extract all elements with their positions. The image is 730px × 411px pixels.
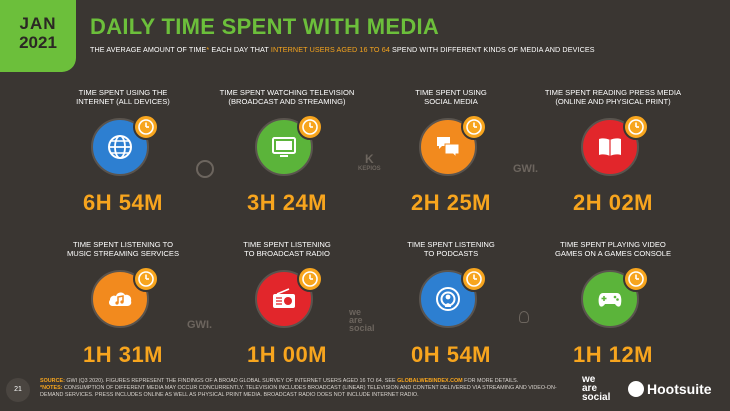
subtitle-part2: EACH DAY THAT [209,45,271,54]
card-label-line2: (BROADCAST AND STREAMING) [228,97,346,106]
badge-year: 2021 [19,33,57,52]
badge-month: JAN [19,14,57,33]
music-cloud-icon [91,270,149,328]
card-label: TIME SPENT LISTENING TO MUSIC STREAMING S… [38,240,208,260]
page-number: 21 [6,378,30,402]
source-label: SOURCE: [40,378,65,384]
card-value: 6H 54M [82,190,164,215]
hootsuite-text: Hootsuite [647,381,712,397]
card-label-line1: TIME SPENT PLAYING VIDEO [560,240,666,249]
card-internet: TIME SPENT USING THE INTERNET (ALL DEVICE… [38,88,208,216]
logo-we: we [582,374,596,385]
card-label-line2: (ONLINE AND PHYSICAL PRINT) [555,97,671,106]
card-label: TIME SPENT WATCHING TELEVISION (BROADCAST… [202,88,372,108]
card-label-line1: TIME SPENT USING THE [78,88,168,97]
hootsuite-owl-icon [628,381,644,397]
subtitle-part1: THE AVERAGE AMOUNT OF TIME [90,45,207,54]
gwi-watermark-bottom: GWI. [187,319,213,331]
subtitle-highlight: INTERNET USERS AGED 16 TO 64 [270,45,390,54]
notes-label: *NOTES: [40,385,63,391]
card-label-line1: TIME SPENT WATCHING TELEVISION [219,88,355,97]
hootsuite-logo: Hootsuite [628,381,712,397]
clock-icon [133,266,159,292]
clock-icon [623,114,649,140]
card-label-line1: TIME SPENT READING PRESS MEDIA [544,88,682,97]
card-value: 1H 12M [572,342,654,367]
card-value: 0H 54M [410,342,492,367]
card-value: 1H 31M [82,342,164,367]
card-label-line2: TO PODCASTS [423,249,479,258]
card-label-line2: TO BROADCAST RADIO [244,249,330,258]
card-value: 3H 24M [246,190,328,215]
card-label-line1: TIME SPENT LISTENING [243,240,331,249]
kepios-text: KEPIOS [358,166,381,172]
card-label: TIME SPENT USING SOCIAL MEDIA [366,88,536,108]
kepios-k-icon: K [365,152,374,166]
gwi-watermark-top: GWI. [513,163,539,175]
footer-notes: SOURCE: GWI (Q3 2020). FIGURES REPRESENT… [40,378,560,399]
subtitle-part3: SPEND WITH DIFFERENT KINDS OF MEDIA AND … [389,45,595,54]
card-podcasts: TIME SPENT LISTENING TO PODCASTS 0H 54M [366,240,536,368]
gamepad-icon [581,270,639,328]
date-badge: JAN 2021 [0,0,76,72]
kepios-watermark: K KEPIOS [358,153,381,173]
subtitle-asterisk: * [206,45,210,54]
clock-icon [461,266,487,292]
card-television: TIME SPENT WATCHING TELEVISION (BROADCAST… [202,88,372,216]
card-label-line1: TIME SPENT LISTENING [407,240,495,249]
card-value: 1H 00M [246,342,328,367]
card-broadcast-radio: TIME SPENT LISTENING TO BROADCAST RADIO 1… [202,240,372,368]
card-label: TIME SPENT READING PRESS MEDIA (ONLINE AN… [528,88,698,108]
clock-icon [297,114,323,140]
clock-icon [297,266,323,292]
clock-icon [133,114,159,140]
was-line3: social [349,323,375,333]
card-label: TIME SPENT USING THE INTERNET (ALL DEVICE… [38,88,208,108]
source-link[interactable]: GLOBALWEBINDEX.COM [397,378,463,384]
logo-are: are [582,383,598,394]
card-value: 2H 02M [572,190,654,215]
wearesocial-watermark: we are social [349,307,375,333]
was-line1: we [349,307,362,317]
card-label-line1: TIME SPENT USING [415,88,487,97]
page-subtitle: THE AVERAGE AMOUNT OF TIME* EACH DAY THA… [90,45,595,54]
notes-text: CONSUMPTION OF DIFFERENT MEDIA MAY OCCUR… [40,385,557,398]
was-line2: are [349,315,363,325]
page-title: DAILY TIME SPENT WITH MEDIA [90,14,440,39]
card-press-media: TIME SPENT READING PRESS MEDIA (ONLINE AN… [528,88,698,216]
card-label-line2: MUSIC STREAMING SERVICES [66,249,180,258]
owl-watermark-icon [196,160,214,178]
lightbulb-watermark-icon [519,311,529,323]
card-label-line2: INTERNET (ALL DEVICES) [76,97,170,106]
clock-icon [623,266,649,292]
card-label-line1: TIME SPENT LISTENING TO [72,240,173,249]
footer-notes-line: *NOTES: CONSUMPTION OF DIFFERENT MEDIA M… [40,385,560,399]
footer-source: SOURCE: GWI (Q3 2020). FIGURES REPRESENT… [40,378,560,385]
source-text: GWI (Q3 2020). FIGURES REPRESENT THE FIN… [64,378,398,384]
card-label-line2: GAMES ON A GAMES CONSOLE [554,249,672,258]
clock-icon [461,114,487,140]
source-tail: FOR MORE DETAILS. [462,378,519,384]
wearesocial-logo: we are social [582,374,611,403]
card-value: 2H 25M [410,190,492,215]
card-games-console: TIME SPENT PLAYING VIDEO GAMES ON A GAMES… [528,240,698,368]
card-label: TIME SPENT LISTENING TO PODCASTS [366,240,536,260]
card-music-streaming: TIME SPENT LISTENING TO MUSIC STREAMING S… [38,240,208,368]
card-label-line2: SOCIAL MEDIA [424,97,478,106]
card-label: TIME SPENT LISTENING TO BROADCAST RADIO [202,240,372,260]
logo-social: social [582,392,611,403]
card-social-media: TIME SPENT USING SOCIAL MEDIA 2H 25M [366,88,536,216]
card-label: TIME SPENT PLAYING VIDEO GAMES ON A GAMES… [528,240,698,260]
